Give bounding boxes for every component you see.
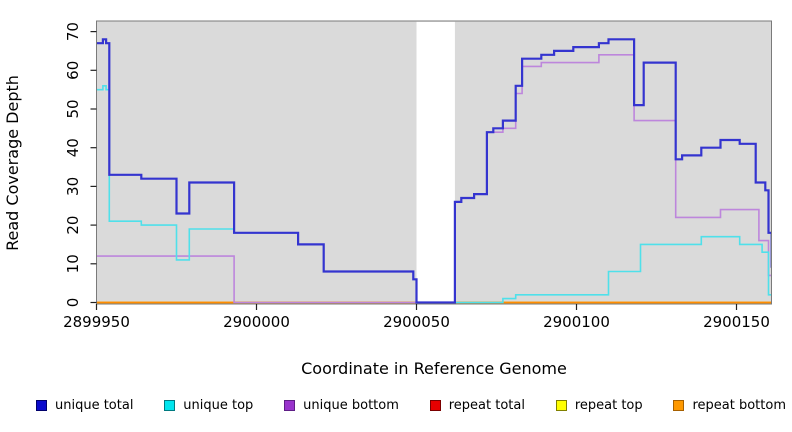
legend-label-repeat-top: repeat top — [574, 398, 643, 413]
x-axis-title: Coordinate in Reference Genome — [301, 359, 567, 378]
y-tick-label-0: 0 — [64, 298, 82, 308]
legend-item-repeat-total: repeat total — [429, 398, 525, 413]
y-axis-title: Read Coverage Depth — [3, 75, 22, 251]
legend-item-repeat-top: repeat top — [555, 398, 643, 413]
y-tick-label-10: 10 — [64, 254, 82, 273]
legend-label-repeat-total: repeat total — [448, 398, 525, 413]
y-tick-label-60: 60 — [64, 61, 82, 80]
legend-swatch-repeat-top-icon — [555, 400, 567, 411]
y-tick-label-40: 40 — [64, 138, 82, 157]
x-tick-label-2900050: 2900050 — [383, 313, 450, 331]
legend-swatch-repeat-bottom-icon — [673, 400, 685, 411]
series-unique-total-line — [96, 38, 772, 304]
legend-swatch-repeat-total-icon — [429, 400, 441, 411]
legend-item-unique-bottom: unique bottom — [284, 398, 399, 413]
legend-label-repeat-bottom: repeat bottom — [692, 398, 786, 413]
legend-label-unique-total: unique total — [55, 398, 134, 413]
legend-item-unique-top: unique top — [164, 398, 253, 413]
x-tick-label-2900100: 2900100 — [543, 313, 610, 331]
x-tick-label-2899950: 2899950 — [63, 313, 130, 331]
legend-swatch-unique-top-icon — [164, 400, 176, 411]
series-layer — [96, 38, 772, 304]
coverage-gap-region — [416, 21, 455, 304]
y-tick-label-20: 20 — [64, 216, 82, 235]
plot-border — [96, 20, 772, 305]
legend-item-repeat-bottom: repeat bottom — [673, 398, 786, 413]
x-tick-label-2900000: 2900000 — [223, 313, 290, 331]
legend-swatch-unique-bottom-icon — [284, 400, 296, 411]
legend-swatch-unique-total-icon — [36, 400, 47, 411]
legend: unique total unique top unique bottom repea… — [0, 398, 792, 413]
legend-label-unique-bottom: unique bottom — [303, 398, 399, 413]
legend-label-unique-top: unique top — [183, 398, 254, 413]
y-tick-label-50: 50 — [64, 99, 82, 118]
legend-item-unique-total: unique total — [36, 398, 133, 413]
axes-layer: 2899950 2900000 2900050 2900100 2900150 0 10 20… — [63, 20, 772, 331]
y-tick-label-70: 70 — [64, 22, 82, 41]
plot-canvas: 2899950 2900000 2900050 2900100 2900150 0 10 20… — [3, 20, 772, 378]
y-tick-label-30: 30 — [64, 177, 82, 196]
x-tick-label-2900150: 2900150 — [703, 313, 770, 331]
